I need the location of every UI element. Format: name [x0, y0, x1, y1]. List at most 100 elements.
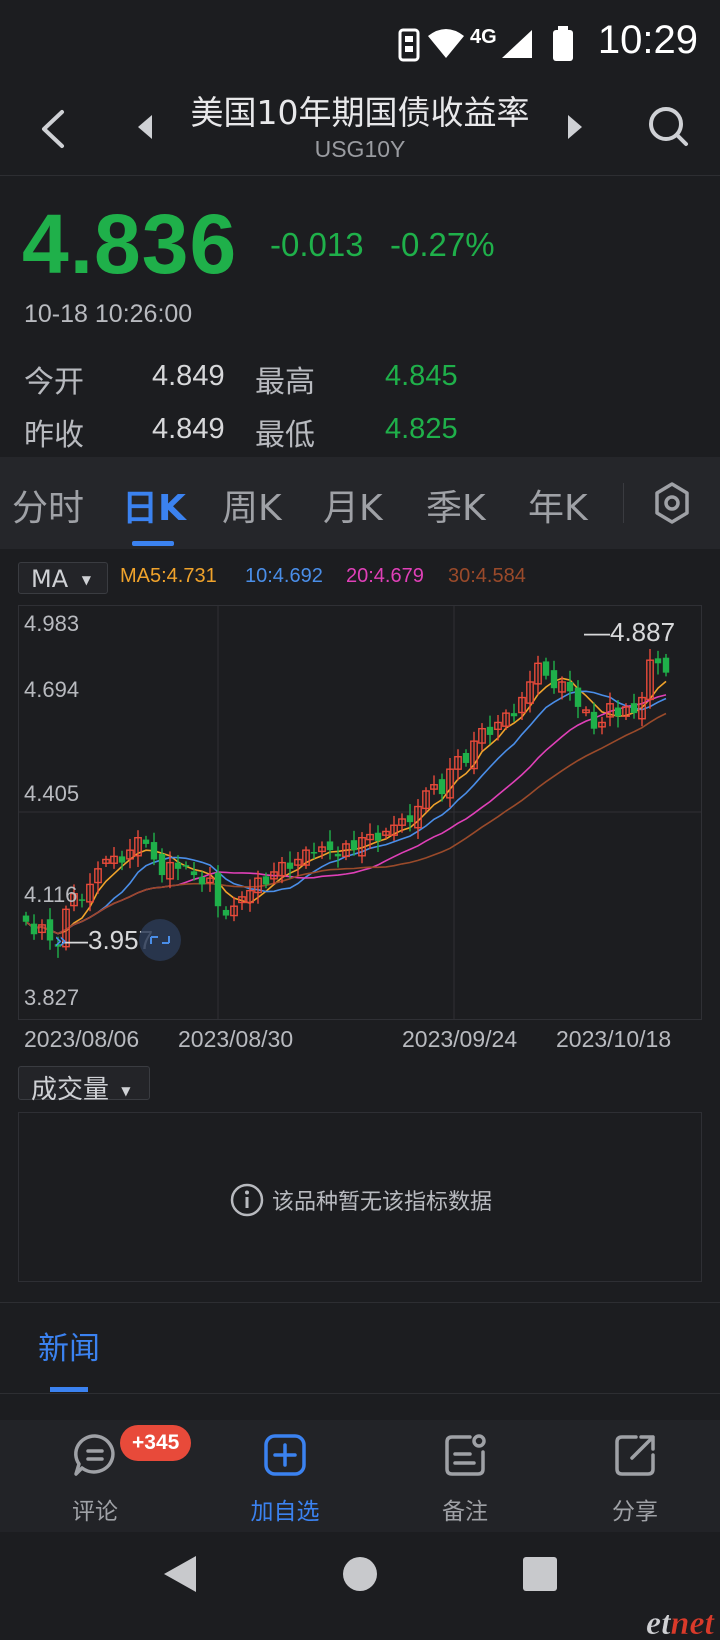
- candle-body: [550, 670, 558, 689]
- candle-body: [438, 779, 446, 795]
- candle-body: [574, 687, 582, 707]
- candle-body: [614, 707, 622, 717]
- settings-icon[interactable]: [652, 481, 692, 525]
- comment-icon: [74, 1434, 115, 1476]
- candle-body: [46, 919, 54, 941]
- candle-body: [662, 657, 670, 673]
- nav-recents-icon[interactable]: [522, 1556, 558, 1592]
- chevron-down-icon: ▼: [121, 1083, 131, 1098]
- max-price-marker: —4.887: [584, 617, 675, 647]
- candlestick-chart[interactable]: 4.983 4.694 4.405 4.116 3.827 —4.887 —3.957»: [18, 605, 702, 1020]
- high-value: 4.845: [385, 360, 458, 392]
- svg-text:etnet: etnet: [646, 1605, 716, 1638]
- volume-dropdown-label: 成交量: [31, 1075, 110, 1105]
- page-title: 美国10年期国债收益率: [190, 93, 530, 132]
- sim-icon: [398, 28, 420, 62]
- candle-body: [78, 899, 86, 901]
- volume-indicator-dropdown[interactable]: 成交量 ▼: [18, 1066, 150, 1105]
- battery-icon: [553, 26, 573, 61]
- candle-body: [278, 861, 286, 877]
- candle-body: [198, 876, 206, 885]
- header: 美国10年期国债收益率 USG10Y: [0, 80, 720, 176]
- x-tick-label: 2023/08/30: [178, 1026, 294, 1052]
- wifi-icon: [428, 29, 464, 58]
- x-tick-label: 2023/08/06: [24, 1026, 140, 1052]
- candle-body: [478, 728, 486, 744]
- candle-body: [622, 706, 630, 717]
- candle-body: [414, 805, 422, 829]
- back-icon[interactable]: [38, 108, 68, 150]
- candle-body: [302, 849, 310, 866]
- candle-body: [126, 849, 134, 860]
- candle-body: [294, 858, 302, 866]
- ma5-line: [25, 677, 667, 935]
- candle-body: [286, 862, 294, 869]
- candle-body: [230, 905, 238, 917]
- candle-body: [318, 846, 326, 853]
- tab-news[interactable]: 新闻: [38, 1331, 100, 1367]
- tab-intraday[interactable]: 分时: [12, 488, 85, 529]
- tab-daily-k[interactable]: 日K: [122, 488, 186, 529]
- add-label: 加自选: [250, 1499, 320, 1525]
- price-change: -0.013: [270, 226, 364, 263]
- status-time: 10:29: [597, 18, 698, 62]
- candle-body: [334, 853, 342, 857]
- page-subtitle: USG10Y: [314, 136, 406, 162]
- prev-instrument-icon[interactable]: [134, 112, 156, 142]
- candle-body: [390, 824, 398, 836]
- expand-arrows-icon: [150, 936, 170, 944]
- candle-body: [382, 830, 390, 836]
- ma20-line: [25, 694, 667, 935]
- candle-body: [374, 832, 382, 841]
- share-icon: [615, 1435, 655, 1476]
- candle-body: [518, 696, 526, 714]
- ma30-line: [25, 712, 667, 935]
- candle-body: [86, 883, 94, 903]
- tab-weekly-k[interactable]: 周K: [222, 488, 282, 529]
- prev-close-label: 昨收: [24, 418, 84, 453]
- next-instrument-icon[interactable]: [564, 112, 586, 142]
- candle-body: [30, 923, 38, 935]
- y-tick-label: 4.116: [24, 882, 77, 907]
- y-tick-label: 4.405: [24, 781, 79, 806]
- news-tab-indicator: [50, 1387, 88, 1392]
- candle-body: [406, 815, 414, 823]
- share-button[interactable]: 分享: [560, 1420, 710, 1532]
- ma-indicator-dropdown[interactable]: MA ▼: [18, 562, 108, 594]
- candle-body: [366, 833, 374, 841]
- candle-body: [566, 681, 574, 692]
- candle-body: [510, 713, 518, 717]
- candle-body: [150, 842, 158, 860]
- y-tick-label: 4.694: [24, 677, 79, 702]
- tab-monthly-k[interactable]: 月K: [323, 488, 383, 529]
- comment-button[interactable]: 评论: [20, 1420, 170, 1532]
- candle-body: [606, 703, 614, 718]
- candle-body: [270, 871, 278, 880]
- candle-body: [166, 861, 174, 880]
- nav-back-icon[interactable]: [162, 1554, 198, 1594]
- tab-yearly-k[interactable]: 年K: [528, 488, 588, 529]
- candle-body: [534, 662, 542, 685]
- candle-body: [582, 709, 590, 714]
- candle-body: [238, 896, 246, 904]
- candle-body: [646, 659, 654, 701]
- candle-body: [470, 740, 478, 770]
- candle-body: [158, 853, 166, 876]
- candle-body: [630, 703, 638, 714]
- candle-body: [422, 790, 430, 810]
- tab-quarterly-k[interactable]: 季K: [426, 488, 486, 529]
- ma10-legend: 10:4.692: [245, 565, 323, 587]
- system-nav-bar: [0, 1532, 720, 1640]
- candle-body: [590, 711, 598, 729]
- note-button[interactable]: 备注: [390, 1420, 540, 1532]
- y-tick-label: 4.983: [24, 611, 79, 636]
- scroll-left-icon: »: [54, 929, 67, 954]
- search-icon[interactable]: [646, 104, 690, 150]
- add-watchlist-button[interactable]: 加自选: [210, 1420, 360, 1532]
- low-label: 最低: [255, 418, 315, 453]
- action-bar: 评论 加自选 备注 分享: [0, 1420, 720, 1532]
- candle-body: [502, 712, 510, 727]
- nav-home-icon[interactable]: [342, 1556, 378, 1592]
- x-tick-label: 2023/10/18: [556, 1026, 672, 1052]
- note-label: 备注: [442, 1499, 488, 1525]
